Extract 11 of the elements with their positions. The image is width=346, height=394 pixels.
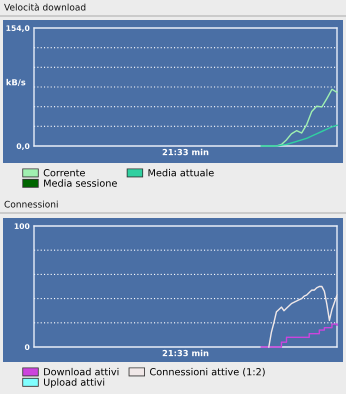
chart-title: Connessioni — [4, 200, 58, 208]
legend-label: Corrente — [44, 169, 85, 176]
legend-label: Connessioni attive (1:2) — [150, 368, 265, 377]
y-axis-title: kB/s — [6, 78, 26, 86]
chart-title: Velocità download — [4, 3, 86, 11]
legend-label: Media attuale — [148, 168, 214, 176]
x-axis-title: 21:33 min — [162, 350, 208, 356]
legend-label: Media sessione — [44, 179, 117, 187]
legend-label: Download attivi — [44, 368, 118, 376]
legend-label: Upload attivi — [44, 378, 104, 388]
x-axis-title: 21:33 min — [162, 148, 208, 156]
